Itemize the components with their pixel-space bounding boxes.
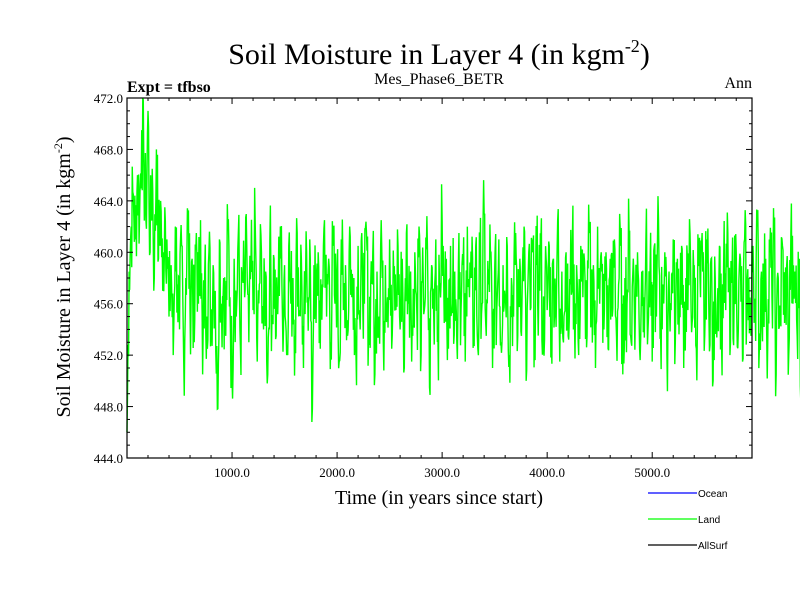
x-tick-label: 5000.0	[634, 465, 670, 480]
y-tick-label: 448.0	[94, 400, 123, 415]
plot-frame	[126, 97, 753, 459]
y-tick-label: 472.0	[94, 91, 123, 106]
axis-ticks: 444.0 448.0 452.0 456.0 460.0 464.0 468.0 472.0…	[94, 91, 752, 480]
y-axis-label-sup: -2	[51, 143, 65, 153]
plot-area	[126, 97, 800, 433]
x-axis-label: Time (in years since start)	[335, 487, 543, 509]
y-axis-label-main: Soil Moisture in Layer 4 (in kgm	[53, 153, 75, 418]
x-tick-label: 4000.0	[529, 465, 565, 480]
legend-label-allsurf: AllSurf	[698, 541, 728, 552]
y-tick-label: 460.0	[94, 245, 123, 260]
y-tick-label: 464.0	[94, 194, 123, 209]
y-tick-label: 444.0	[94, 451, 123, 466]
y-tick-label: 468.0	[94, 142, 123, 157]
chart-title-close: )	[640, 38, 650, 71]
series-line-land	[126, 97, 800, 433]
chart-title: Soil Moisture in Layer 4 (in kgm-2)	[228, 36, 650, 71]
x-tick-label: 1000.0	[214, 465, 250, 480]
y-tick-label: 456.0	[94, 297, 123, 312]
chart-title-sup: -2	[625, 36, 640, 56]
legend: Ocean Land AllSurf	[648, 489, 728, 552]
legend-label-ocean: Ocean	[698, 489, 727, 500]
x-tick-label: 2000.0	[319, 465, 355, 480]
chart-title-main: Soil Moisture in Layer 4 (in kgm	[228, 38, 625, 71]
subtitle-left: Expt = tfbso	[127, 79, 211, 96]
y-axis-label: Soil Moisture in Layer 4 (in kgm-2)	[51, 136, 75, 417]
x-tick-label: 3000.0	[424, 465, 460, 480]
y-axis-label-close: )	[53, 136, 75, 143]
subtitle-center: Mes_Phase6_BETR	[374, 71, 504, 88]
legend-label-land: Land	[698, 515, 720, 526]
y-tick-label: 452.0	[94, 348, 123, 363]
subtitle-right: Ann	[724, 75, 752, 92]
